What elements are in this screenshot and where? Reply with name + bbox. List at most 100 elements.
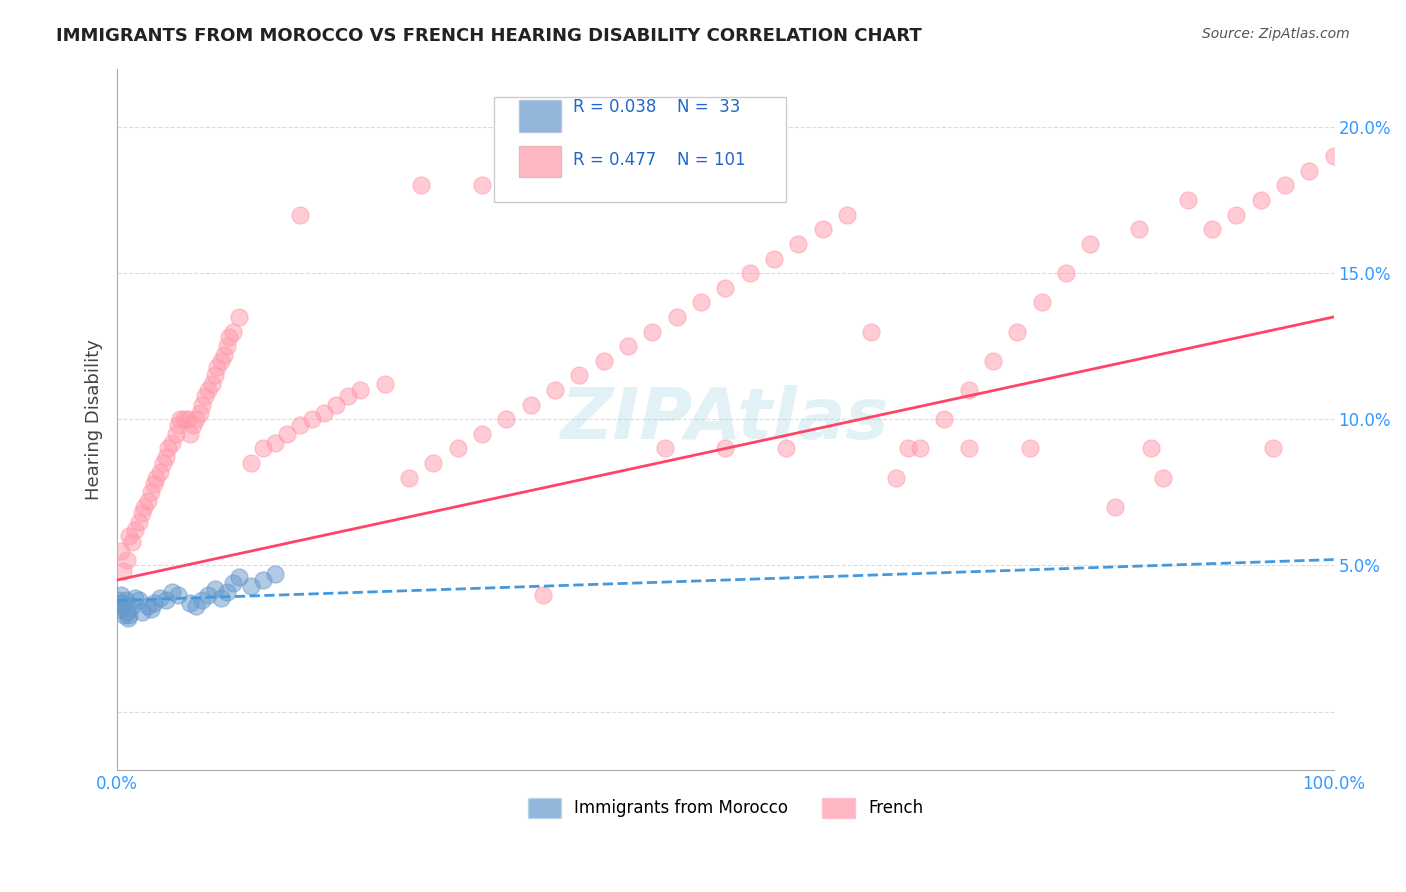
Point bbox=[205, 359, 228, 374]
Point bbox=[690, 295, 713, 310]
Point bbox=[110, 588, 132, 602]
Point bbox=[1078, 236, 1101, 251]
Point bbox=[276, 426, 298, 441]
Point bbox=[288, 418, 311, 433]
Point bbox=[204, 368, 226, 383]
Point bbox=[1007, 325, 1029, 339]
Point bbox=[654, 442, 676, 456]
Point bbox=[288, 208, 311, 222]
Point bbox=[897, 442, 920, 456]
Legend: Immigrants from Morocco, French: Immigrants from Morocco, French bbox=[520, 791, 929, 825]
Point bbox=[1274, 178, 1296, 193]
Point bbox=[131, 605, 153, 619]
Point bbox=[141, 485, 163, 500]
Point bbox=[884, 471, 907, 485]
Point bbox=[149, 591, 172, 605]
Text: R = 0.477: R = 0.477 bbox=[574, 151, 657, 169]
Point bbox=[398, 471, 420, 485]
Point bbox=[186, 412, 208, 426]
Point bbox=[312, 406, 335, 420]
Point bbox=[117, 611, 139, 625]
Point bbox=[136, 599, 159, 614]
Point bbox=[209, 591, 232, 605]
Point bbox=[1104, 500, 1126, 514]
Point bbox=[775, 442, 797, 456]
Point bbox=[209, 353, 232, 368]
Point bbox=[165, 426, 187, 441]
Point bbox=[252, 442, 274, 456]
Point bbox=[471, 426, 494, 441]
Point bbox=[215, 339, 238, 353]
Point bbox=[1250, 193, 1272, 207]
Point bbox=[471, 178, 494, 193]
Point bbox=[568, 368, 591, 383]
Point bbox=[835, 208, 858, 222]
Point bbox=[665, 310, 688, 324]
Point bbox=[167, 418, 190, 433]
Point bbox=[714, 442, 737, 456]
Point bbox=[160, 435, 183, 450]
Point bbox=[811, 222, 834, 236]
Point bbox=[908, 442, 931, 456]
Point bbox=[738, 266, 761, 280]
Point bbox=[124, 524, 146, 538]
Point bbox=[128, 515, 150, 529]
Text: Source: ZipAtlas.com: Source: ZipAtlas.com bbox=[1202, 27, 1350, 41]
Point bbox=[422, 456, 444, 470]
Point bbox=[155, 593, 177, 607]
Point bbox=[191, 593, 214, 607]
Point bbox=[188, 406, 211, 420]
Y-axis label: Hearing Disability: Hearing Disability bbox=[86, 339, 103, 500]
Text: IMMIGRANTS FROM MOROCCO VS FRENCH HEARING DISABILITY CORRELATION CHART: IMMIGRANTS FROM MOROCCO VS FRENCH HEARIN… bbox=[56, 27, 922, 45]
Point bbox=[167, 588, 190, 602]
Point bbox=[142, 476, 165, 491]
Point bbox=[141, 602, 163, 616]
Point bbox=[160, 584, 183, 599]
Point bbox=[145, 471, 167, 485]
Point bbox=[218, 330, 240, 344]
Point bbox=[149, 465, 172, 479]
Point bbox=[212, 348, 235, 362]
Point bbox=[108, 602, 131, 616]
Point bbox=[1031, 295, 1053, 310]
Point bbox=[169, 412, 191, 426]
Point bbox=[118, 608, 141, 623]
Point bbox=[179, 426, 201, 441]
Point bbox=[1225, 208, 1247, 222]
Point bbox=[107, 593, 129, 607]
FancyBboxPatch shape bbox=[519, 100, 561, 132]
Point bbox=[155, 450, 177, 465]
Point bbox=[957, 383, 980, 397]
Point bbox=[128, 593, 150, 607]
Point bbox=[495, 412, 517, 426]
Point bbox=[860, 325, 883, 339]
Point bbox=[228, 310, 250, 324]
Point bbox=[531, 588, 554, 602]
Point bbox=[1298, 164, 1320, 178]
Point bbox=[252, 573, 274, 587]
Point bbox=[124, 591, 146, 605]
Point bbox=[194, 389, 217, 403]
Point bbox=[186, 599, 208, 614]
Point bbox=[121, 535, 143, 549]
Point bbox=[115, 605, 138, 619]
Point bbox=[447, 442, 470, 456]
Point bbox=[411, 178, 433, 193]
Point bbox=[112, 564, 135, 578]
Point bbox=[204, 582, 226, 596]
Point bbox=[240, 456, 263, 470]
Point bbox=[173, 412, 195, 426]
Point bbox=[114, 593, 136, 607]
Point bbox=[240, 579, 263, 593]
Point bbox=[215, 584, 238, 599]
Point bbox=[374, 377, 396, 392]
Point bbox=[157, 442, 180, 456]
Point bbox=[349, 383, 371, 397]
Point bbox=[1201, 222, 1223, 236]
Point bbox=[934, 412, 956, 426]
Point bbox=[197, 383, 219, 397]
Point bbox=[118, 529, 141, 543]
Point bbox=[301, 412, 323, 426]
FancyBboxPatch shape bbox=[519, 145, 561, 178]
Point bbox=[110, 543, 132, 558]
